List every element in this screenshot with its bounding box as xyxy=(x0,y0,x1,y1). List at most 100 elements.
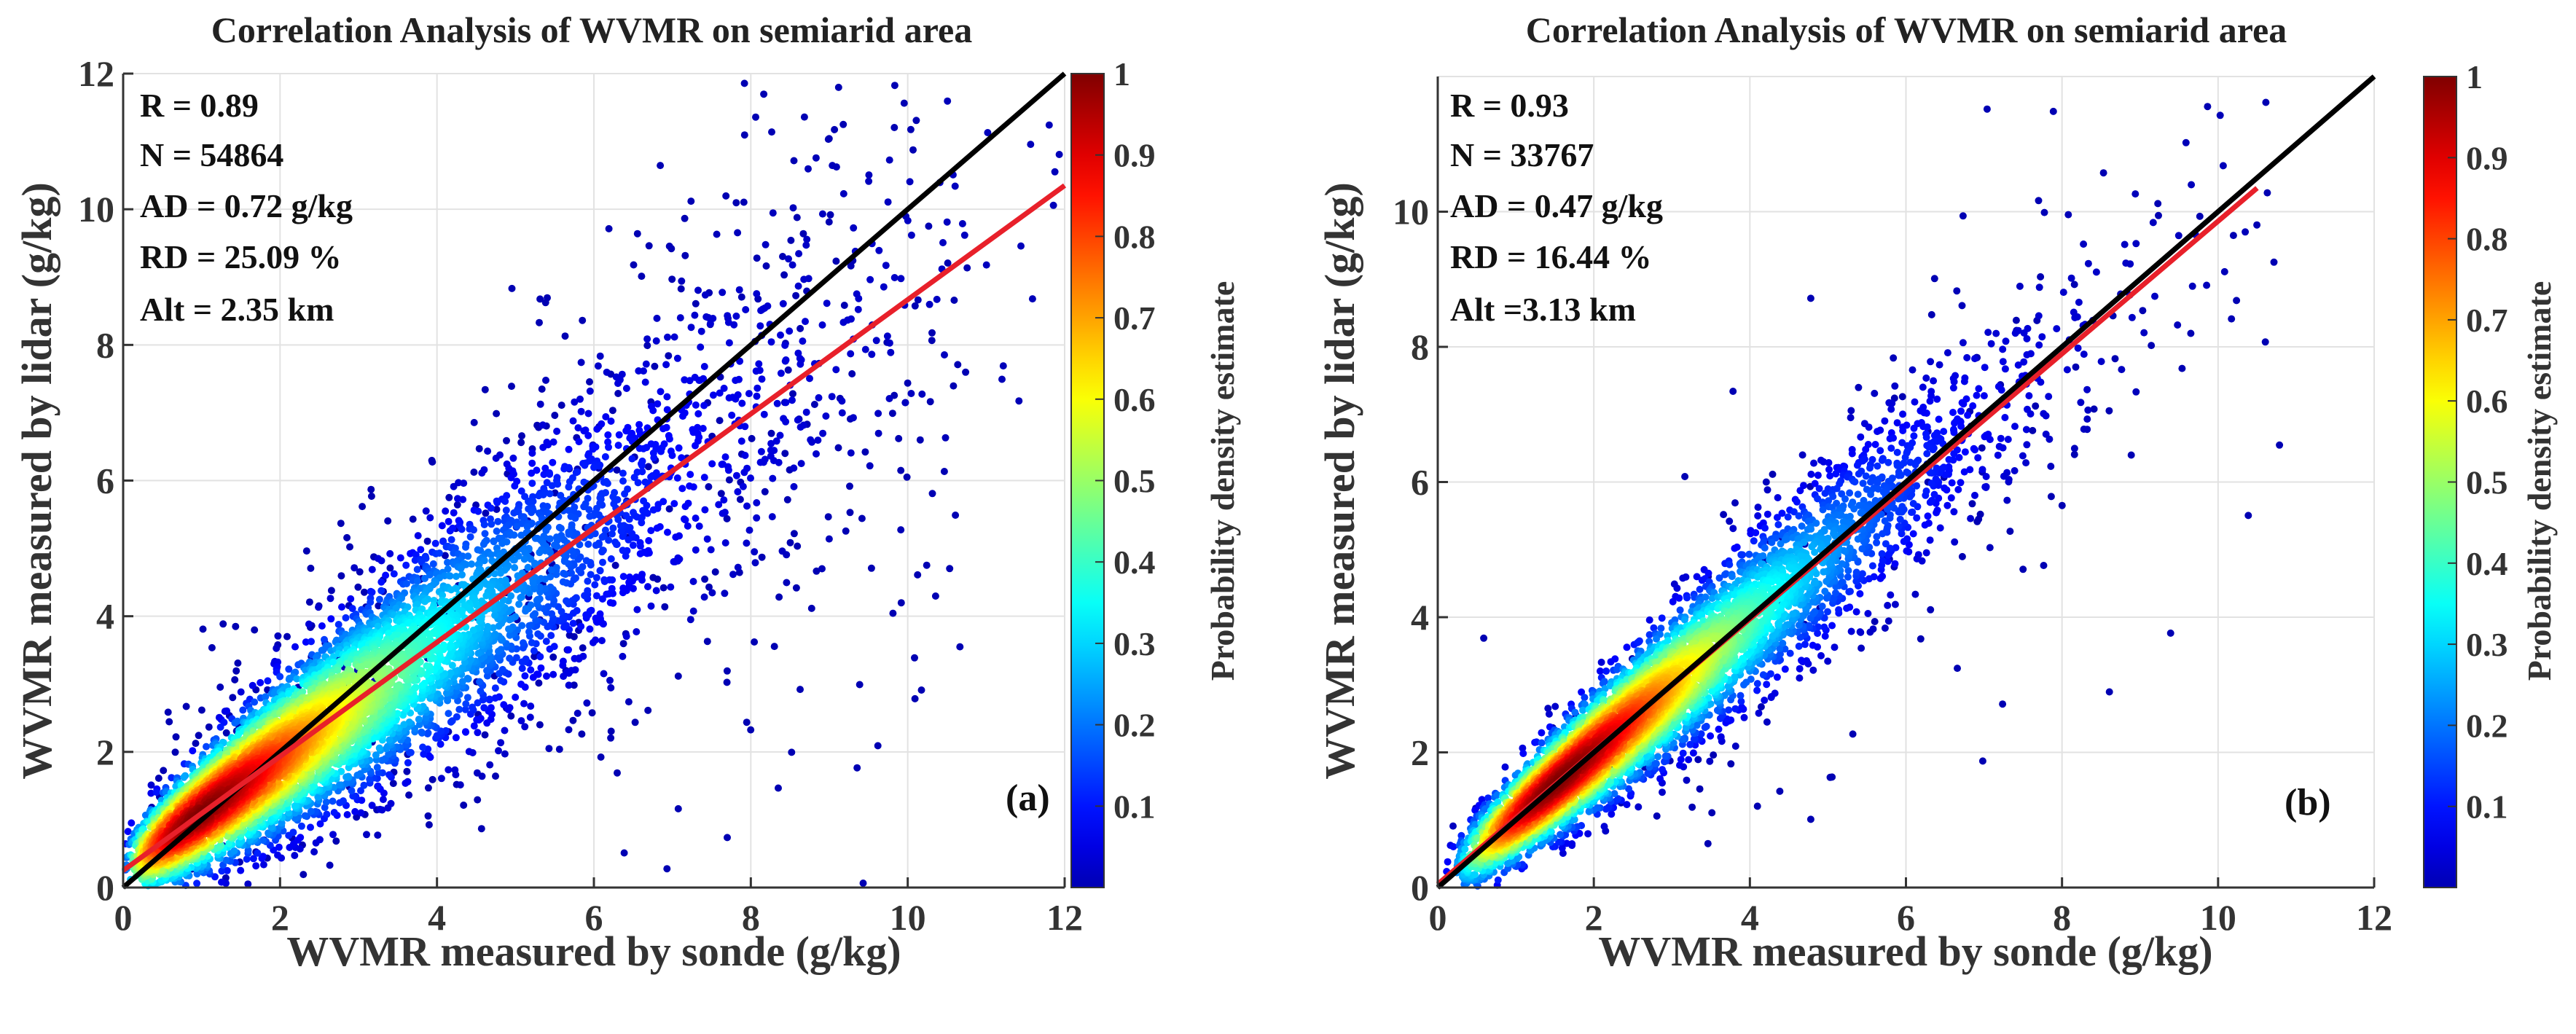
scatter-point xyxy=(600,670,608,678)
scatter-point xyxy=(458,571,466,579)
scatter-point xyxy=(773,399,781,407)
scatter-point xyxy=(745,390,753,398)
scatter-point xyxy=(875,246,883,254)
scatter-point xyxy=(305,620,313,628)
scatter-point xyxy=(521,723,529,731)
scatter-point xyxy=(745,526,753,534)
scatter-point xyxy=(858,514,866,522)
scatter-point xyxy=(665,505,673,513)
scatter-point xyxy=(507,474,515,482)
scatter-point xyxy=(592,636,600,644)
scatter-point xyxy=(577,407,585,415)
scatter-point xyxy=(686,377,694,385)
scatter-point xyxy=(593,425,601,433)
scatter-point xyxy=(462,543,469,551)
scatter-point xyxy=(469,703,477,711)
scatter-point xyxy=(470,526,477,534)
scatter-point xyxy=(925,222,933,230)
scatter-point xyxy=(865,171,873,179)
scatter-point xyxy=(663,393,671,401)
scatter-point xyxy=(794,416,802,424)
scatter-point xyxy=(914,296,922,304)
scatter-point xyxy=(781,357,789,365)
scatter-point xyxy=(546,490,554,498)
scatter-point xyxy=(528,459,536,467)
scatter-point xyxy=(529,673,537,681)
scatter-point xyxy=(609,524,617,532)
scatter-point xyxy=(739,482,747,490)
scatter-point xyxy=(147,781,155,789)
scatter-point xyxy=(846,482,853,490)
scatter-point xyxy=(789,390,796,398)
scatter-point xyxy=(218,878,225,886)
scatter-point xyxy=(536,295,544,303)
scatter-point xyxy=(574,424,582,432)
scatter-point xyxy=(794,282,802,290)
scatter-point xyxy=(520,700,528,708)
scatter-point xyxy=(541,464,549,472)
scatter-point xyxy=(670,333,678,341)
scatter-point xyxy=(692,401,700,409)
scatter-point xyxy=(691,311,699,319)
scatter-point xyxy=(357,809,365,817)
scatter-point xyxy=(466,533,474,541)
scatter-point xyxy=(675,444,683,452)
scatter-point xyxy=(911,302,919,310)
scatter-point xyxy=(647,473,655,481)
scatter-point xyxy=(297,834,305,842)
scatter-point xyxy=(700,474,708,482)
scatter-point xyxy=(533,466,541,474)
scatter-point xyxy=(751,548,759,556)
scatter-point xyxy=(687,197,695,205)
scatter-point xyxy=(482,509,490,517)
scatter-point xyxy=(720,496,728,504)
scatter-point xyxy=(445,493,453,501)
scatter-point xyxy=(950,297,958,304)
scatter-point xyxy=(783,579,791,587)
scatter-point xyxy=(223,707,231,715)
scatter-point xyxy=(794,542,802,550)
scatter-point xyxy=(769,209,777,217)
scatter-point xyxy=(445,766,453,774)
scatter-point xyxy=(526,713,534,721)
scatter-point xyxy=(426,514,434,522)
scatter-point xyxy=(753,290,761,298)
scatter-point xyxy=(641,378,649,386)
scatter-point xyxy=(584,431,592,439)
scatter-point xyxy=(890,82,899,90)
scatter-point xyxy=(736,496,744,504)
scatter-point xyxy=(575,438,583,446)
scatter-point xyxy=(962,368,970,376)
scatter-point xyxy=(684,522,692,530)
scatter-point xyxy=(796,360,804,368)
scatter-point xyxy=(404,778,412,786)
scatter-point xyxy=(665,435,673,443)
scatter-point xyxy=(439,538,447,546)
scatter-point xyxy=(608,584,616,592)
scatter-point xyxy=(559,578,567,586)
scatter-point xyxy=(479,540,488,548)
scatter-point xyxy=(421,574,428,582)
scatter-point xyxy=(160,767,168,775)
scatter-point xyxy=(925,300,933,308)
scatter-point xyxy=(633,628,641,635)
scatter-point xyxy=(283,632,291,641)
scatter-point xyxy=(619,477,627,485)
scatter-point xyxy=(631,718,639,726)
scatter-point xyxy=(424,812,432,820)
scatter-point xyxy=(638,571,646,579)
scatter-point xyxy=(673,354,681,362)
scatter-point xyxy=(781,341,789,349)
scatter-point xyxy=(385,771,394,779)
scatter-point xyxy=(551,412,559,419)
scatter-point xyxy=(839,120,847,128)
scatter-point xyxy=(570,632,578,641)
scatter-point xyxy=(606,599,614,607)
scatter-point xyxy=(425,820,433,829)
scatter-point xyxy=(541,299,549,307)
scatter-point xyxy=(788,748,796,756)
scatter-point xyxy=(779,253,786,260)
scatter-point xyxy=(481,385,489,393)
scatter-point xyxy=(367,493,375,500)
scatter-point xyxy=(818,321,826,329)
